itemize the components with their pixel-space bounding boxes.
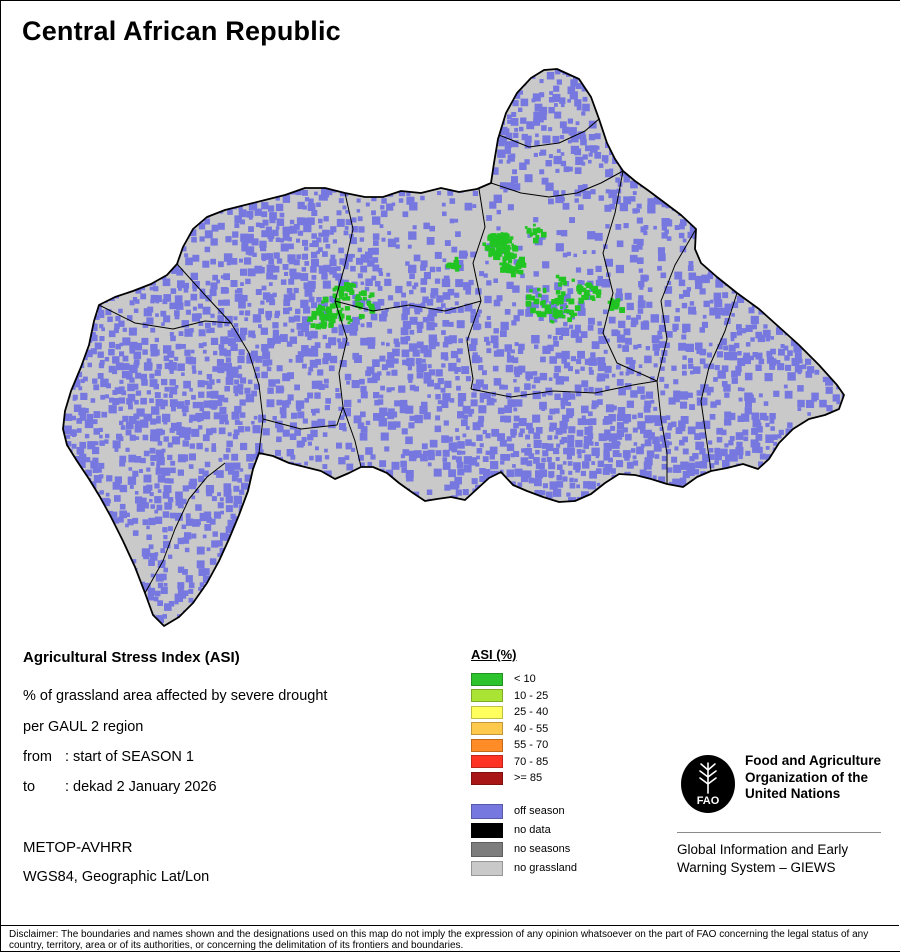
from-label: from [23, 749, 52, 765]
legend-swatch [471, 755, 503, 769]
legend-swatch [471, 672, 503, 686]
legend-label: 40 - 55 [514, 722, 549, 735]
projection-line: WGS84, Geographic Lat/Lon [23, 869, 210, 885]
legend-row: off season [471, 802, 631, 821]
legend-label: < 10 [514, 673, 536, 686]
legend-swatch [471, 822, 503, 838]
legend-swatch [471, 705, 503, 719]
legend-row: 70 - 85 [471, 754, 631, 771]
period-from-line: from : start of SEASON 1 [23, 749, 194, 765]
country-map [62, 68, 845, 627]
legend-row: 25 - 40 [471, 704, 631, 721]
legend-swatch [471, 738, 503, 752]
legend-label: 10 - 25 [514, 689, 549, 702]
legend-label: 70 - 85 [514, 755, 549, 768]
disclaimer-text: Disclaimer: The boundaries and names sho… [1, 925, 899, 951]
sensor-line: METOP-AVHRR [23, 839, 133, 856]
legend-heading: ASI (%) [471, 647, 517, 662]
admin-boundaries [98, 118, 738, 594]
legend-label: >= 85 [514, 772, 543, 785]
legend-swatch [471, 722, 503, 736]
legend-row: no seasons [471, 840, 631, 859]
legend-row: < 10 [471, 671, 631, 688]
page-title: Central African Republic [22, 16, 341, 46]
legend-swatch [471, 860, 503, 876]
period-to-line: to : dekad 2 January 2026 [23, 779, 217, 795]
giews-name: Global Information and Early Warning Sys… [677, 842, 849, 875]
legend-label: no grassland [514, 862, 577, 874]
legend-row: no data [471, 821, 631, 840]
asi-description-line1: % of grassland area affected by severe d… [23, 688, 328, 704]
legend-row: 40 - 55 [471, 721, 631, 738]
legend-row: >= 85 [471, 770, 631, 787]
asi-description-line2: per GAUL 2 region [23, 719, 144, 735]
legend-row: 55 - 70 [471, 737, 631, 754]
legend-label: no data [514, 824, 551, 836]
legend-label: 55 - 70 [514, 739, 549, 752]
to-value: : dekad 2 January 2026 [65, 779, 217, 795]
fao-logo-icon: FAO [681, 755, 735, 813]
legend-swatch [471, 771, 503, 785]
fao-giews-divider [677, 832, 881, 833]
to-label: to [23, 779, 36, 795]
legend-row: 10 - 25 [471, 688, 631, 705]
legend: ASI (%) < 10 10 - 25 25 - 40 40 - 55 55 … [471, 647, 631, 878]
legend-row: no grassland [471, 859, 631, 878]
legend-label: no seasons [514, 843, 571, 855]
asi-heading: Agricultural Stress Index (ASI) [23, 649, 240, 666]
from-value: : start of SEASON 1 [65, 749, 194, 765]
legend-label: 25 - 40 [514, 706, 549, 719]
legend-label: off season [514, 805, 565, 817]
legend-swatch [471, 841, 503, 857]
legend-swatch [471, 803, 503, 819]
legend-swatch [471, 689, 503, 703]
fao-name: Food and Agriculture Organization of the… [745, 753, 881, 801]
legend-extra-classes: off season no data no seasons no grassla… [471, 802, 631, 878]
